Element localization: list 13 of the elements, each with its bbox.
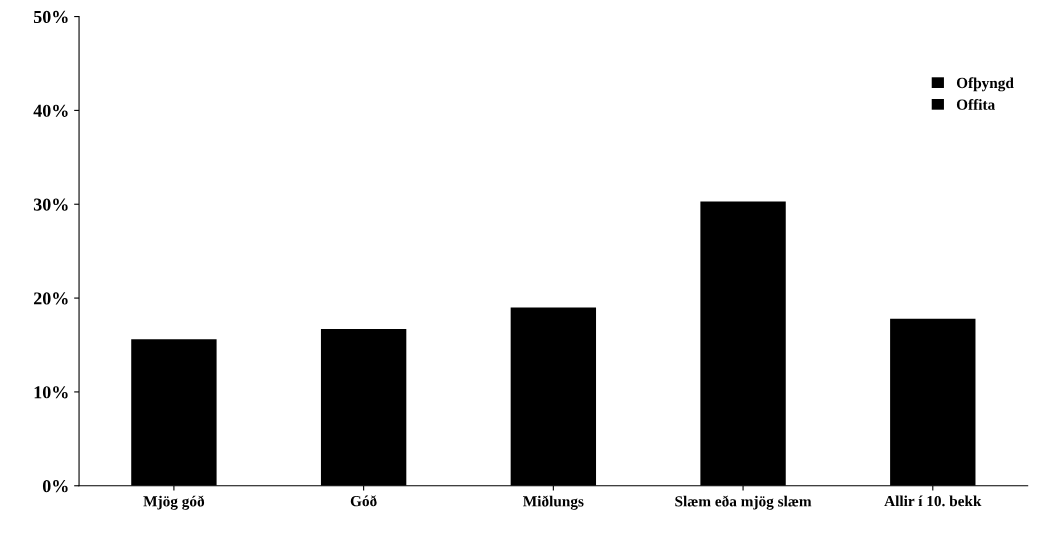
y-tick-label: 50% [33,10,68,24]
legend-label: Offita [956,98,995,110]
y-tick-label: 30% [33,198,68,211]
y-tick-label: 10% [34,386,68,399]
x-tick-label: Miðlungs [523,495,584,510]
x-tick-label: Góð [350,495,377,507]
legend-label: Ofþyngd [956,77,1014,92]
x-tick-label: Allir í 10. bekk [884,495,982,507]
x-tick-label: Slæm eða mjög slæm [675,495,812,510]
x-tick-label: Mjög góð [143,495,205,510]
y-tick-label: 20% [33,292,68,305]
y-tick-label: 40% [33,104,68,117]
y-tick-label: 0% [42,480,68,493]
